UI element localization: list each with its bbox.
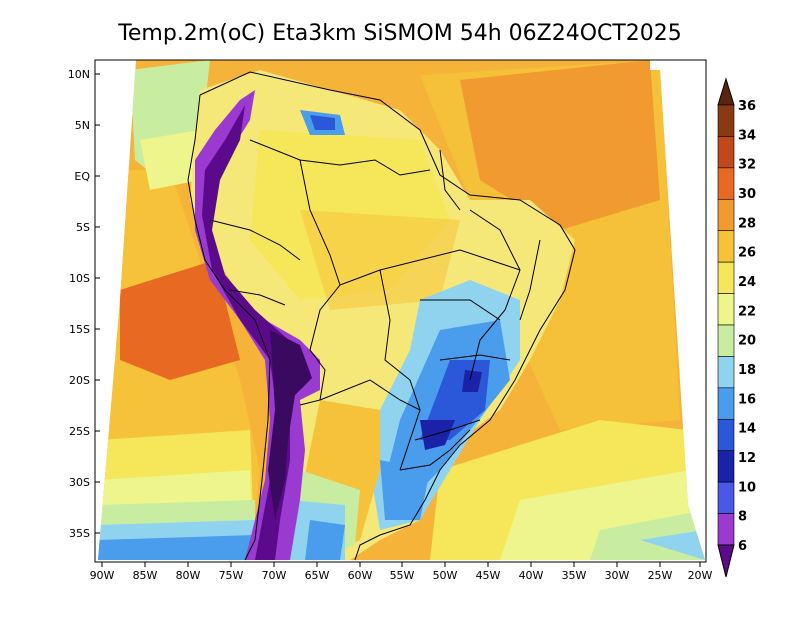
colorbar-segment (717, 418, 735, 452)
lon-label: 60W (348, 569, 373, 582)
lon-label: 80W (176, 569, 201, 582)
colorbar-segment (717, 324, 735, 357)
lat-label: 10S (69, 272, 90, 285)
map-title: Temp.2m(oC) Eta3km SiSMOM 54h 06Z24OCT20… (117, 21, 682, 46)
colorbar-segment (717, 230, 735, 263)
colorbar: 36 34 32 30 28 26 24 22 20 18 16 14 12 10 8 6 (717, 77, 756, 578)
latitude-axis: 10N 5N EQ 5S 10S 15S 20S 25S 30S 35S (68, 68, 100, 540)
lon-label: 35W (562, 569, 587, 582)
lat-label: 5N (75, 119, 90, 132)
colorbar-label: 22 (738, 304, 756, 319)
colorbar-label: 36 (738, 99, 756, 114)
colorbar-segment (717, 261, 735, 294)
colorbar-label: 30 (738, 187, 756, 202)
colorbar-label: 10 (738, 480, 756, 495)
lon-label: 70W (262, 569, 287, 582)
colorbar-segment (717, 136, 735, 169)
map-frame (94, 59, 707, 563)
colorbar-label: 8 (738, 510, 747, 525)
colorbar-arrow-min (717, 544, 735, 578)
longitude-axis: 90W 85W 80W 75W 70W 65W 60W 55W 50W 45W … (90, 562, 713, 582)
lon-label: 55W (390, 569, 415, 582)
lon-label: 65W (305, 569, 330, 582)
colorbar-label: 6 (738, 539, 747, 554)
country-boundaries (187, 71, 576, 561)
colorbar-label: 16 (738, 392, 756, 407)
colorbar-segment (717, 356, 735, 389)
lon-label: 25W (648, 569, 673, 582)
lat-label: 35S (69, 527, 90, 540)
colorbar-segment (717, 481, 735, 514)
colorbar-segment (717, 198, 735, 232)
colorbar-label: 28 (738, 216, 756, 231)
temperature-field (98, 60, 705, 560)
colorbar-label: 20 (738, 334, 756, 349)
colorbar-label: 14 (738, 422, 756, 437)
lon-label: 75W (219, 569, 244, 582)
lon-label: 50W (433, 569, 458, 582)
lat-label: 20S (69, 374, 90, 387)
lat-label: 30S (69, 476, 90, 489)
lat-label: EQ (74, 170, 90, 183)
lat-label: 10N (68, 68, 90, 81)
colorbar-label: 18 (738, 363, 756, 378)
lon-label: 20W (688, 569, 713, 582)
lon-label: 30W (605, 569, 630, 582)
colorbar-segment (717, 167, 735, 200)
colorbar-segment (717, 450, 735, 483)
lat-label: 15S (69, 323, 90, 336)
colorbar-label: 32 (738, 158, 756, 173)
colorbar-segment (717, 513, 735, 546)
colorbar-label: 12 (738, 451, 756, 466)
colorbar-segment (717, 387, 735, 420)
colorbar-segment (717, 104, 735, 137)
colorbar-segment (717, 293, 735, 326)
colorbar-label: 34 (738, 128, 756, 143)
lon-label: 45W (476, 569, 501, 582)
lon-label: 85W (133, 569, 158, 582)
colorbar-arrow-max (717, 77, 735, 106)
lon-label: 40W (519, 569, 544, 582)
lon-label: 90W (90, 569, 115, 582)
colorbar-label: 24 (738, 275, 756, 290)
lat-label: 5S (76, 221, 90, 234)
colorbar-label: 26 (738, 246, 756, 261)
lat-label: 25S (69, 425, 90, 438)
